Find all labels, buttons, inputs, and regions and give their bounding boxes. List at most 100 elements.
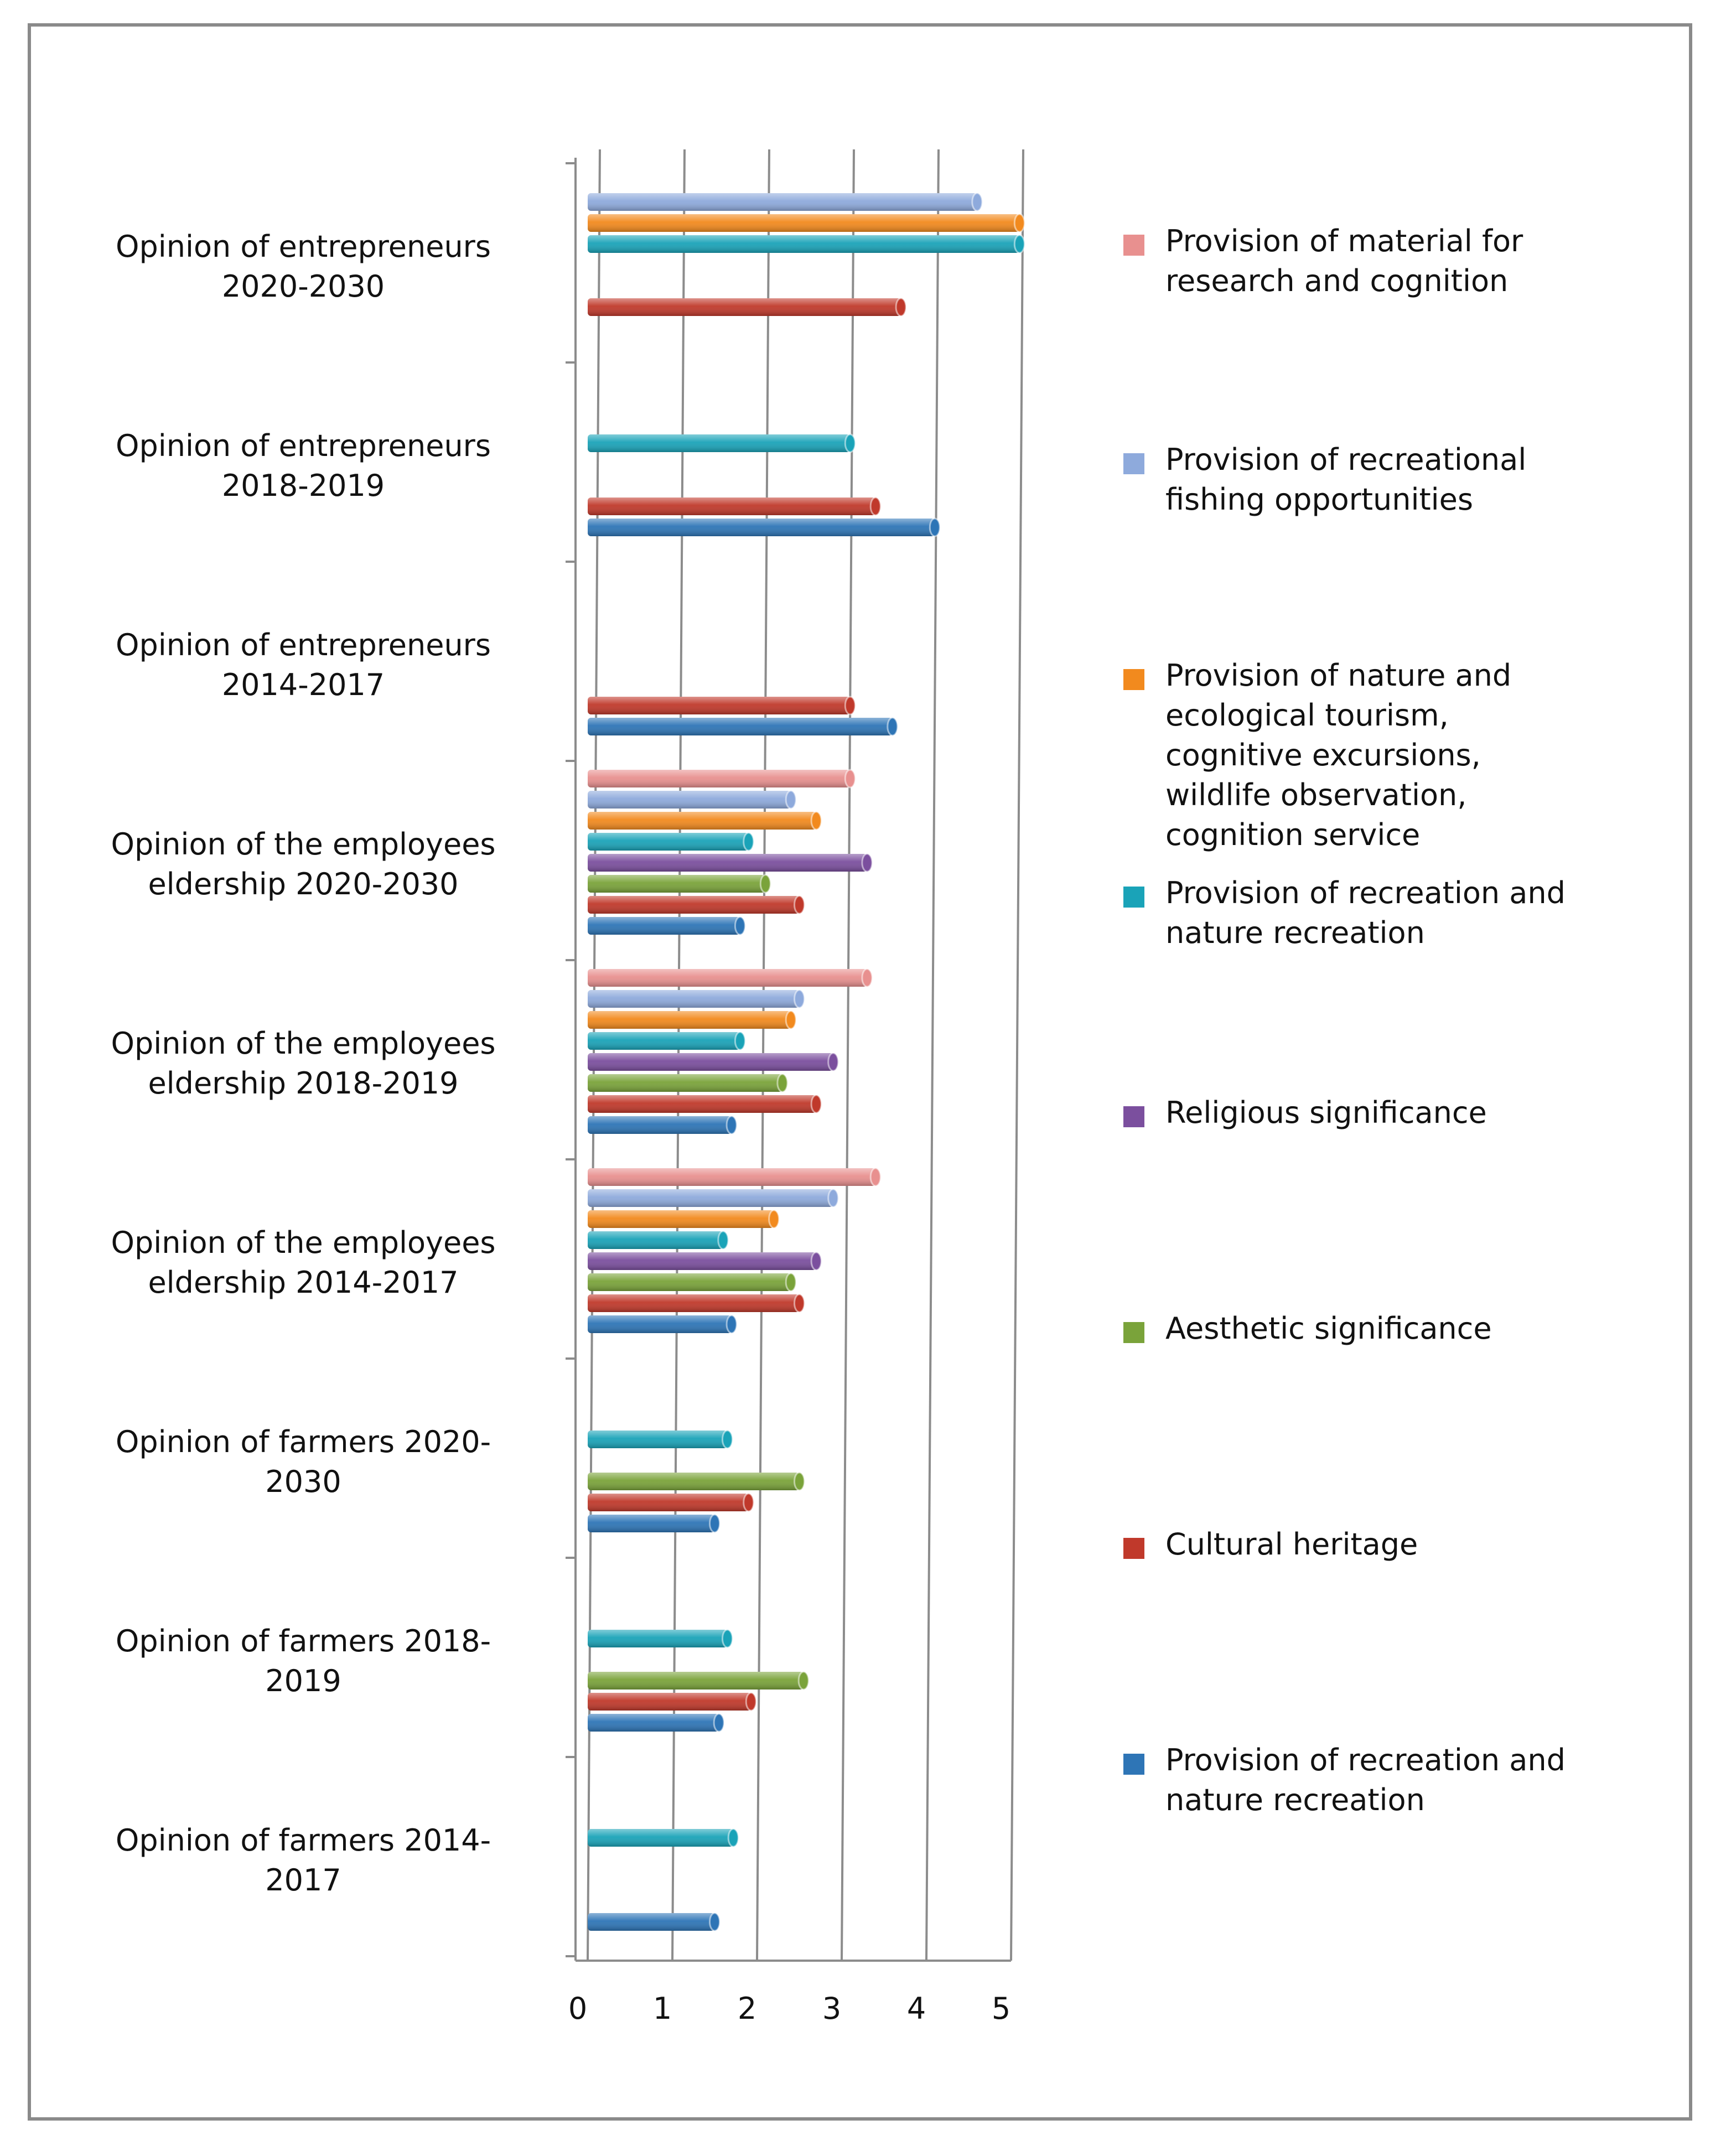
bar-shine [588, 1252, 817, 1270]
bar-end-cap [794, 989, 805, 1009]
bar-end-cap [844, 433, 856, 453]
bar-end-cap [844, 696, 856, 716]
bar-end-cap [869, 1167, 882, 1187]
bar-end-cap [861, 968, 873, 988]
bar-end-cap [721, 1629, 733, 1649]
bar-shine [588, 1116, 732, 1134]
legend-swatch [1123, 1106, 1144, 1127]
bar-end-cap [810, 1251, 822, 1271]
bar-end-cap [827, 1188, 839, 1208]
bar-shine [588, 1829, 734, 1847]
legend-label: Cultural heritage [1165, 1527, 1418, 1562]
bar-shine [588, 969, 867, 987]
bar-end-cap [768, 1209, 780, 1229]
category-label: Opinion of the employees eldership 2014-… [111, 1225, 496, 1300]
bar-end-cap [785, 1272, 797, 1292]
legend-label: Provision of recreation and nature recre… [1165, 875, 1566, 950]
category-label: Opinion of farmers 2014- 2017 [115, 1823, 491, 1898]
legend-label: Provision of recreation and nature recre… [1165, 1743, 1566, 1817]
legend-swatch [1123, 1538, 1144, 1559]
legend-label: Religious significance [1165, 1095, 1487, 1130]
bar-end-cap [794, 895, 805, 915]
bar-shine [588, 791, 791, 808]
x-tick-label: 1 [653, 1991, 672, 2026]
chart-frame [28, 23, 1692, 2121]
bar-shine [588, 1210, 774, 1228]
category-label: Opinion of entrepreneurs 2018-2019 [115, 428, 491, 503]
tick-layer: 0 1 2 3 4 5 [568, 1991, 1010, 2026]
x-tick-label: 5 [992, 1991, 1010, 2026]
bar-shine [588, 812, 817, 830]
bar-end-cap [725, 1115, 738, 1135]
legend-swatch [1123, 235, 1144, 256]
bar-end-cap [844, 769, 856, 789]
gridline [841, 149, 855, 1961]
bar-shine [588, 917, 740, 935]
bar-shine [588, 235, 1020, 253]
category-label: Opinion of entrepreneurs 2014-2017 [115, 628, 491, 702]
bar-shine [588, 1074, 782, 1092]
bar-end-cap [743, 1492, 755, 1512]
x-tick-label: 0 [568, 1991, 587, 2026]
bar-shine [588, 1913, 715, 1931]
legend-swatch [1123, 453, 1144, 474]
gridline [925, 149, 940, 1961]
gridline [1010, 149, 1024, 1961]
bar-end-cap [743, 832, 755, 852]
bar-shine [588, 193, 977, 211]
category-label: Opinion of the employees eldership 2018-… [111, 1026, 496, 1101]
bar-end-cap [734, 916, 746, 936]
bar-end-cap [725, 1314, 738, 1334]
bar-end-cap [971, 192, 983, 212]
legend-swatch [1123, 1754, 1144, 1775]
bar-shine [588, 497, 876, 515]
bar-shine [588, 1431, 728, 1448]
bar-end-cap [785, 1010, 797, 1030]
bar-shine [588, 896, 800, 914]
bar-end-cap [785, 790, 797, 810]
bar-end-cap [745, 1692, 757, 1712]
bar-end-cap [869, 496, 882, 516]
legend-label: Aesthetic significance [1165, 1311, 1492, 1346]
bar-shine [588, 1095, 817, 1113]
category-label: Opinion of entrepreneurs 2020-2030 [115, 229, 491, 304]
bar-shine [588, 1011, 791, 1029]
bar-end-cap [1013, 213, 1025, 233]
bar-end-cap [1013, 234, 1025, 254]
bar-shine [588, 298, 901, 316]
bar-shine [588, 718, 893, 735]
bar-end-cap [794, 1471, 805, 1491]
bar-shine [588, 1294, 800, 1312]
bar-end-cap [709, 1514, 721, 1533]
legend-label: Provision of nature and ecological touri… [1165, 658, 1512, 852]
bar-end-cap [727, 1828, 739, 1848]
bar-shine [588, 1714, 719, 1732]
bar-shine [588, 1672, 804, 1689]
legend-swatch [1123, 887, 1144, 908]
bar-end-cap [797, 1671, 810, 1691]
bar-shine [588, 1273, 791, 1291]
bar-end-cap [713, 1713, 725, 1733]
bar-shine [588, 214, 1020, 232]
category-label: Opinion of farmers 2020- 2030 [115, 1424, 491, 1499]
bar-end-cap [776, 1073, 789, 1093]
bar-end-cap [810, 1094, 822, 1114]
bar-layer [588, 192, 1025, 1932]
bar-end-cap [929, 517, 941, 537]
bar-end-cap [895, 297, 907, 317]
bar-shine [588, 1473, 800, 1490]
legend-label: Provision of material for research and c… [1165, 224, 1523, 298]
bar-end-cap [794, 1293, 805, 1313]
bar-shine [588, 1032, 740, 1050]
bar-shine [588, 1494, 749, 1511]
bar-shine [588, 1630, 728, 1647]
bar-shine [588, 434, 851, 452]
bar-shine [588, 1231, 723, 1249]
bar-end-cap [861, 853, 873, 873]
category-label: Opinion of farmers 2018- 2019 [115, 1624, 491, 1698]
bar-shine [588, 1168, 876, 1186]
bar-end-cap [887, 717, 899, 737]
x-tick-label: 2 [738, 1991, 756, 2026]
bar-shine [588, 519, 935, 536]
bar-shine [588, 1693, 752, 1711]
